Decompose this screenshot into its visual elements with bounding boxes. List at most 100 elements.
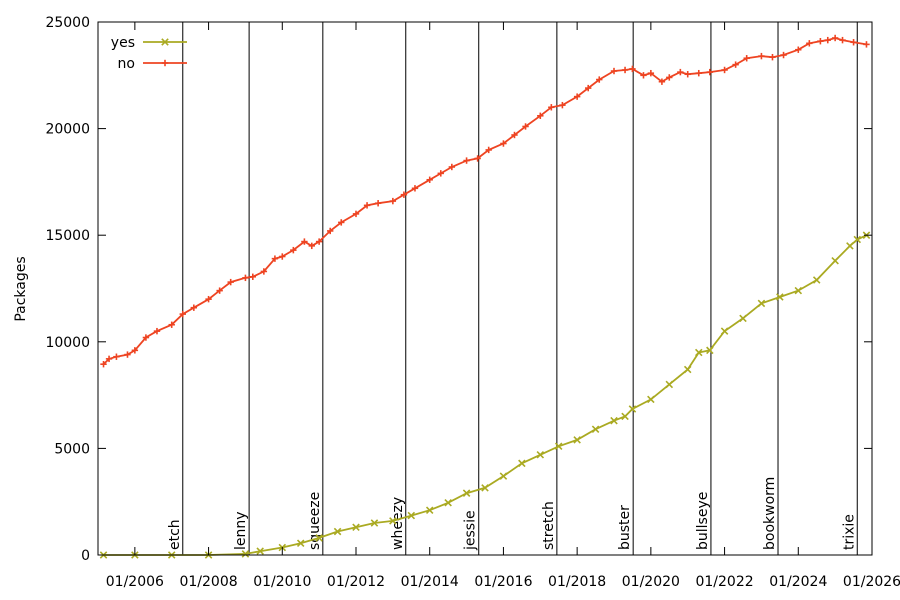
data-point-yes [389, 517, 397, 525]
release-label-buster: buster [617, 505, 633, 550]
data-point-no [113, 353, 120, 360]
data-point-no [338, 219, 345, 226]
data-point-yes [739, 314, 747, 323]
x-tick-label: 01/2018 [548, 574, 606, 590]
data-point-no [389, 197, 397, 205]
data-point-no [227, 278, 234, 286]
data-point-no [249, 273, 256, 280]
data-point-no [279, 253, 286, 260]
data-point-no [124, 351, 131, 358]
data-point-no [621, 66, 629, 74]
data-point-yes [425, 506, 434, 514]
data-point-yes [352, 523, 360, 532]
data-point-yes [256, 547, 264, 555]
plot-frame [97, 21, 873, 556]
data-point-yes [695, 348, 703, 357]
data-point-yes [628, 405, 637, 413]
y-tick-label: 15000 [45, 228, 90, 244]
data-point-no [695, 69, 702, 77]
data-point-no [596, 76, 603, 83]
x-tick-label: 01/2006 [106, 574, 164, 590]
data-point-no [559, 101, 566, 109]
release-label-etch: etch [167, 519, 183, 550]
data-point-no [817, 37, 824, 45]
x-tick-label: 01/2022 [695, 574, 753, 590]
legend: yes no [111, 35, 187, 72]
data-point-no [511, 131, 518, 139]
data-point-no [290, 246, 297, 254]
y-tick-label: 25000 [45, 15, 90, 31]
data-point-no [190, 304, 198, 311]
data-point-no [463, 157, 470, 164]
series-layer [99, 34, 871, 559]
data-point-no [352, 210, 360, 218]
data-point-yes [407, 511, 416, 520]
x-tick-label: 01/2024 [769, 574, 827, 590]
data-point-no [629, 65, 636, 73]
series-line-yes [103, 234, 867, 556]
data-point-yes [683, 365, 692, 374]
data-point-no [485, 146, 492, 154]
data-point-yes [573, 436, 581, 444]
data-point-no [780, 51, 787, 59]
legend-label-yes: yes [111, 35, 135, 51]
data-point-no [105, 355, 113, 363]
data-point-yes [621, 412, 629, 421]
data-point-no [706, 68, 714, 76]
data-point-no [573, 93, 581, 100]
data-point-yes [776, 293, 784, 301]
data-point-no [721, 66, 728, 74]
release-label-jessie: jessie [463, 510, 479, 551]
data-point-no [537, 112, 544, 120]
data-point-no [411, 185, 419, 192]
data-point-yes [499, 472, 508, 480]
data-point-no [839, 36, 846, 44]
data-point-no [863, 41, 870, 48]
release-label-trixie: trixie [841, 514, 857, 550]
data-point-no [658, 78, 666, 85]
data-point-no [850, 39, 857, 46]
y-tick-label: 5000 [54, 441, 90, 457]
y-tick-label: 20000 [45, 122, 90, 138]
release-label-squeeze: squeeze [307, 492, 323, 550]
release-lines: etch lenny squeeze wheezy jessie stretch buste… [167, 22, 858, 555]
data-point-no [677, 68, 684, 76]
release-label-bullseye: bullseye [695, 492, 711, 550]
data-point-yes [444, 499, 452, 507]
data-point-no [315, 238, 323, 245]
x-tick-label: 01/2008 [179, 574, 237, 590]
y-axis-label: Packages [13, 256, 29, 321]
data-point-no [732, 61, 739, 68]
data-point-no [327, 227, 334, 235]
data-point-yes [370, 519, 379, 527]
data-point-no [474, 155, 481, 162]
data-point-yes [518, 459, 526, 468]
data-point-yes [554, 442, 563, 451]
data-point-no [242, 274, 249, 282]
data-point-no [448, 163, 456, 171]
data-point-yes [481, 484, 489, 492]
data-point-no [548, 104, 555, 111]
data-point-no [824, 36, 831, 44]
data-point-yes [591, 425, 600, 433]
data-point-no [260, 268, 268, 275]
legend-marker-no [161, 59, 169, 67]
x-axis-ticks: 01/2006 01/2008 01/2010 01/2012 01/2014 01/20… [106, 22, 900, 590]
series-line-no [102, 37, 867, 365]
x-tick-label: 01/2010 [253, 574, 311, 590]
x-tick-label: 01/2014 [401, 574, 459, 590]
x-tick-label: 01/2026 [843, 574, 900, 590]
data-point-yes [794, 286, 803, 295]
data-point-no [522, 123, 529, 130]
legend-marker-yes [161, 38, 169, 46]
data-point-no [131, 347, 139, 354]
data-point-yes [296, 539, 305, 548]
x-tick-label: 01/2016 [474, 574, 532, 590]
data-point-no [179, 310, 186, 318]
data-point-yes [333, 527, 342, 536]
data-point-yes [846, 242, 854, 250]
data-point-no [795, 46, 802, 53]
data-point-no [684, 71, 691, 78]
data-point-no [437, 170, 444, 177]
data-point-no [216, 287, 223, 294]
